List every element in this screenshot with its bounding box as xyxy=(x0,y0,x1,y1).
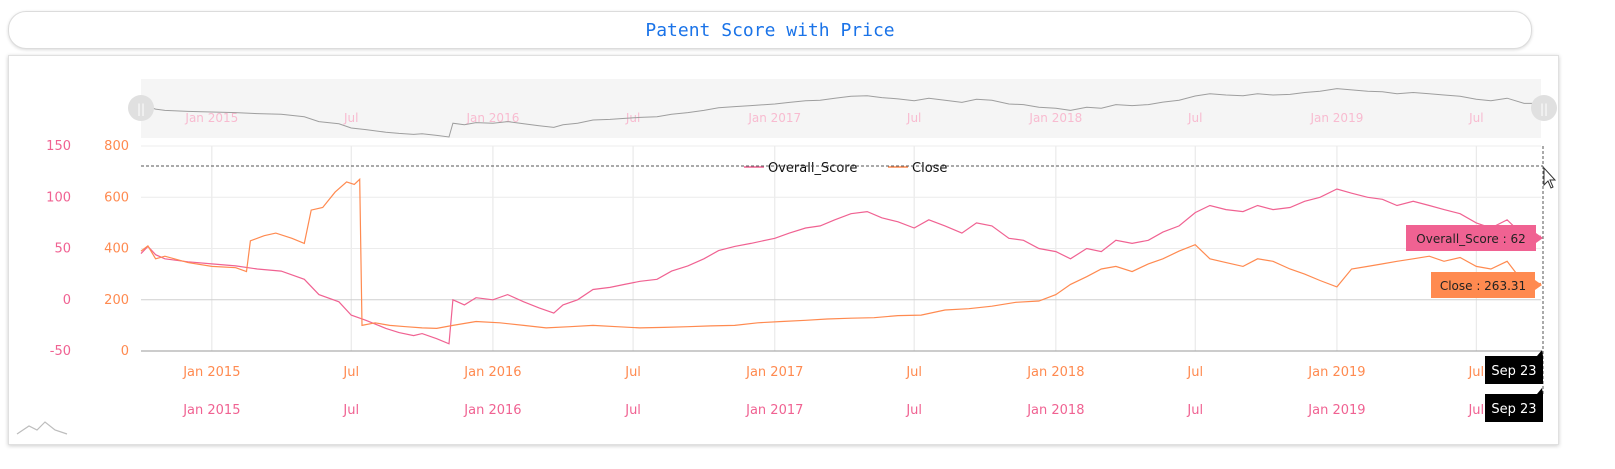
x-tick-label: Jul xyxy=(1186,365,1203,380)
x-tick-label-secondary: Jul xyxy=(624,403,641,418)
tooltip-box xyxy=(1431,272,1535,298)
navigator-grip-left-icon: || xyxy=(137,102,145,116)
chart-title-bar: Patent Score with Price xyxy=(8,11,1532,49)
x-tick-label: Jan 2016 xyxy=(463,365,521,380)
navigator-background xyxy=(141,79,1541,138)
chart-title: Patent Score with Price xyxy=(645,20,895,41)
y-right-tick-label: 200 xyxy=(104,293,129,308)
y-left-tick-label: 150 xyxy=(46,139,71,154)
cursor-date-pointer xyxy=(1537,350,1543,356)
navigator-series-line xyxy=(140,88,1541,138)
x-tick-label-secondary: Jul xyxy=(1186,403,1203,418)
navigator-tick-label: Jul xyxy=(1187,111,1202,125)
x-tick-label: Jan 2019 xyxy=(1307,365,1365,380)
x-tick-label-secondary: Jan 2015 xyxy=(182,403,240,418)
legend-label: Overall_Score xyxy=(768,161,857,176)
tooltip-box xyxy=(1406,225,1536,251)
y-right-tick-label: 0 xyxy=(121,344,129,359)
navigator-tick-label: Jan 2015 xyxy=(184,111,238,125)
chart-logo-icon xyxy=(16,421,68,435)
x-tick-label-secondary: Jan 2016 xyxy=(463,403,521,418)
tooltip-label: Close : 263.31 xyxy=(1440,279,1526,293)
y-left-tick-label: -50 xyxy=(50,344,71,359)
chart-card[interactable]: Jan 2015 Jul Jan 2016 Jul Jan 2017 Jul Jan 201… xyxy=(8,55,1559,445)
x-tick-label: Jan 2018 xyxy=(1026,365,1084,380)
navigator-tick-label: Jul xyxy=(343,111,358,125)
navigator-grip-right xyxy=(1531,95,1557,121)
series-line-overall-score xyxy=(140,188,1541,345)
y-right-tick-label: 400 xyxy=(104,242,129,257)
cursor-date-label: Sep 23 xyxy=(1491,364,1536,379)
navigator-tick-label: Jan 2019 xyxy=(1309,111,1363,125)
x-tick-label: Jul xyxy=(905,365,922,380)
x-tick-label-secondary: Jan 2018 xyxy=(1026,403,1084,418)
x-tick-label: Jul xyxy=(342,365,359,380)
y-left-tick-label: 0 xyxy=(63,293,71,308)
x-tick-label: Jul xyxy=(624,365,641,380)
y-right-tick-label: 600 xyxy=(104,190,129,205)
legend-label: Close xyxy=(912,161,947,176)
cursor-date-label: Sep 23 xyxy=(1491,402,1536,417)
navigator-tick-label: Jan 2017 xyxy=(747,111,801,125)
navigator-grip-right-icon: || xyxy=(1540,102,1548,116)
cursor-date-box xyxy=(1485,394,1543,422)
navigator-tick-label: Jul xyxy=(1468,111,1483,125)
y-right-tick-label: 800 xyxy=(104,139,129,154)
tooltip-pointer xyxy=(1536,233,1543,243)
y-left-tick-label: 50 xyxy=(54,242,71,257)
navigator-tick-label: Jul xyxy=(906,111,921,125)
x-tick-label: Jul xyxy=(1467,365,1484,380)
x-tick-label: Jan 2017 xyxy=(745,365,803,380)
tooltip-pointer xyxy=(1535,280,1542,290)
cursor-date-box xyxy=(1485,356,1543,384)
x-tick-label-secondary: Jan 2019 xyxy=(1307,403,1365,418)
mouse-cursor-icon xyxy=(1543,166,1557,189)
tooltip-label: Overall_Score : 62 xyxy=(1416,232,1525,246)
x-tick-label-secondary: Jul xyxy=(905,403,922,418)
navigator-grip-left xyxy=(128,95,154,121)
navigator-tick-label: Jan 2018 xyxy=(1028,111,1082,125)
y-left-tick-label: 100 xyxy=(46,190,71,205)
x-tick-label: Jan 2015 xyxy=(182,365,240,380)
x-tick-label-secondary: Jan 2017 xyxy=(745,403,803,418)
series-line-close xyxy=(140,177,1541,330)
x-tick-label-secondary: Jul xyxy=(342,403,359,418)
x-tick-label-secondary: Jul xyxy=(1467,403,1484,418)
cursor-date-pointer xyxy=(1537,388,1543,394)
chart-svg[interactable]: Jan 2015 Jul Jan 2016 Jul Jan 2017 Jul Jan 201… xyxy=(9,56,1558,444)
